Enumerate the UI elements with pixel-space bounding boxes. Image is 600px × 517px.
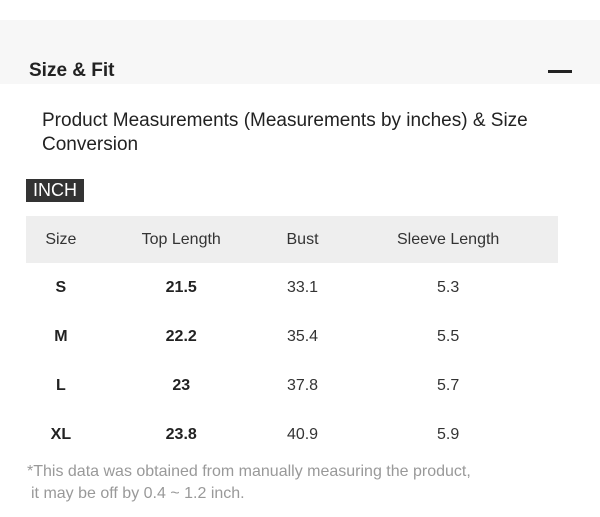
table-cell: 23 [172,376,191,394]
unit-badge[interactable]: INCH [26,179,84,202]
table-cell: 21.5 [165,278,197,296]
table-cell: 5.9 [437,425,460,443]
table-cell: M [54,327,68,345]
table-row: L 23 37.8 5.7 [26,361,558,410]
column-header: Sleeve Length [338,216,558,263]
table-cell: 22.2 [165,327,197,345]
column-header: Bust [266,216,339,263]
table-cell: 5.3 [437,278,460,296]
table-cell: 23.8 [165,425,197,443]
disclaimer-line: *This data was obtained from manually me… [27,463,471,480]
disclaimer-line: it may be off by 0.4 ~ 1.2 inch. [31,485,245,502]
table-row: S 21.5 33.1 5.3 [26,263,558,312]
table-cell: L [55,376,66,394]
table-cell: 40.9 [286,425,319,443]
section-title: Size & Fit [29,60,115,81]
table-cell: 5.7 [437,376,460,394]
table-header-row: Size Top Length Bust Sleeve Length [26,216,558,263]
table-cell: S [55,278,67,296]
column-header: Top Length [95,216,267,263]
table-cell: 5.5 [437,327,460,345]
minus-icon[interactable] [548,70,572,73]
table-row: XL 23.8 40.9 5.9 [26,410,558,459]
size-table: Size Top Length Bust Sleeve Length S 21.5… [26,216,558,459]
table-cell: 35.4 [286,327,319,345]
measurements-description: Product Measurements (Measurements by in… [42,110,528,155]
table-cell: XL [50,425,72,443]
size-fit-accordion-header[interactable]: Size & Fit [0,20,600,84]
table-row: M 22.2 35.4 5.5 [26,312,558,361]
measurement-disclaimer: *This data was obtained from manually me… [27,461,471,505]
column-header: Size [26,216,96,263]
table-cell: 37.8 [286,376,319,394]
table-cell: 33.1 [286,278,319,296]
